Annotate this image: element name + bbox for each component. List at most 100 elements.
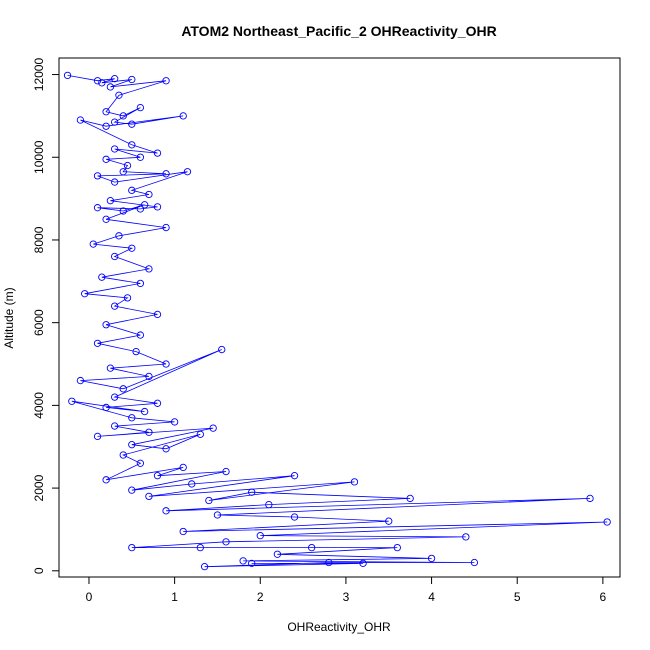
data-point <box>106 83 115 91</box>
data-point <box>111 145 119 153</box>
data-point <box>162 170 170 178</box>
data-point <box>209 424 217 432</box>
data-point <box>128 414 136 422</box>
data-point <box>162 507 170 515</box>
data-point <box>196 430 204 438</box>
x-tick-label: 2 <box>257 590 264 604</box>
data-point <box>102 108 110 116</box>
data-point <box>239 557 247 565</box>
x-tick-label: 6 <box>600 590 607 604</box>
data-point <box>76 376 85 385</box>
data-point <box>136 459 145 467</box>
x-tick-label: 3 <box>343 590 350 604</box>
x-tick-label: 4 <box>428 590 435 604</box>
y-tick-label: 2000 <box>32 474 46 501</box>
data-point <box>385 517 393 525</box>
data-point <box>265 500 273 509</box>
data-point <box>102 122 110 130</box>
y-axis: 0 2000 4000 6000 8000 10000 12000 <box>32 58 60 574</box>
data-point <box>200 563 209 571</box>
data-point <box>136 103 145 112</box>
data-point <box>205 496 213 505</box>
x-axis: 0 1 2 3 4 5 6 <box>86 576 607 604</box>
data-point <box>145 265 153 273</box>
data-point <box>68 397 76 405</box>
data-point <box>93 432 102 441</box>
x-tick-label: 0 <box>86 590 93 604</box>
data-point <box>102 321 110 329</box>
y-tick-label: 8000 <box>32 226 46 253</box>
data-point <box>145 428 153 436</box>
data-point <box>128 120 136 128</box>
data-point <box>128 141 136 149</box>
data-point <box>123 161 132 170</box>
data-point <box>102 403 110 412</box>
data-point <box>111 75 119 83</box>
data-point <box>470 558 479 567</box>
x-axis-label: OHReactivity_OHR <box>287 620 391 634</box>
data-point <box>290 472 299 480</box>
data-point <box>115 232 123 240</box>
data-point <box>136 279 145 288</box>
data-point <box>132 347 140 356</box>
data-point <box>98 79 106 87</box>
data-point <box>308 543 316 552</box>
data-point <box>196 543 204 552</box>
data-point <box>111 422 119 430</box>
data-point <box>102 476 110 484</box>
data-point <box>128 75 136 84</box>
data-point <box>81 290 89 298</box>
data-point <box>119 207 127 215</box>
data-point <box>170 418 179 426</box>
data-point <box>115 91 123 99</box>
data-point <box>586 494 594 503</box>
data-point <box>145 372 153 381</box>
y-axis-label: Altitude (m) <box>2 287 16 348</box>
data-point <box>179 112 187 120</box>
data-point <box>102 215 110 223</box>
data-point <box>213 511 222 519</box>
data-point <box>162 77 170 85</box>
data-point <box>162 445 170 453</box>
data-point <box>256 531 264 540</box>
data-point <box>145 492 153 501</box>
data-point <box>119 168 127 176</box>
data-point <box>218 345 226 354</box>
data-point <box>462 533 470 541</box>
data-point <box>140 201 149 209</box>
data-point <box>183 168 192 176</box>
data-point <box>153 203 162 211</box>
data-point <box>248 488 256 496</box>
data-point <box>136 205 145 213</box>
data-point <box>393 543 401 552</box>
y-tick-label: 4000 <box>32 392 46 419</box>
y-tick-label: 0 <box>32 567 46 574</box>
data-point <box>111 302 119 310</box>
data-point <box>359 559 367 568</box>
data-point <box>140 407 149 416</box>
chart-title: ATOM2 Northeast_Pacific_2 OHReactivity_O… <box>181 23 496 39</box>
data-point <box>222 467 230 476</box>
data-point <box>153 472 162 480</box>
data-point <box>153 149 162 157</box>
data-point <box>136 153 145 161</box>
data-point <box>93 172 102 180</box>
data-point <box>106 197 115 205</box>
data-point <box>162 223 170 232</box>
data-point <box>123 294 132 302</box>
data-point <box>63 71 72 80</box>
data-point <box>128 244 136 252</box>
data-point <box>153 310 162 319</box>
data-point <box>179 527 187 536</box>
data-point <box>179 463 187 472</box>
data-point <box>128 186 136 194</box>
series-lines <box>67 75 608 568</box>
data-point <box>128 543 136 552</box>
data-point <box>119 385 127 393</box>
data-point <box>350 478 359 486</box>
data-point <box>273 550 282 558</box>
x-tick-label: 1 <box>171 590 178 604</box>
data-point <box>106 364 115 372</box>
